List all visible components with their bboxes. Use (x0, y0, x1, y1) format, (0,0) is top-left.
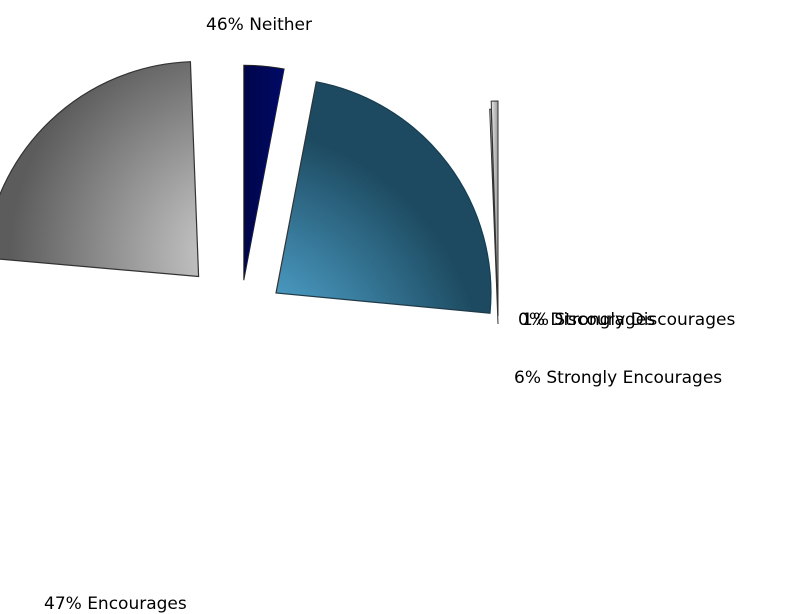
pie-slice-strongly-discourages (490, 100, 499, 317)
pie-slice-neither (0, 61, 200, 278)
pie-slice-strongly-encourages (243, 64, 285, 281)
label-strongly-discourages: 1% Strongly Discourages (522, 310, 735, 330)
label-neither: 46% Neither (206, 15, 312, 35)
pie-slice-encourages (275, 81, 492, 314)
label-strongly-encourages: 6% Strongly Encourages (514, 368, 722, 388)
label-encourages: 47% Encourages (44, 594, 187, 614)
label-discourages: 0% Discourages (518, 310, 655, 330)
